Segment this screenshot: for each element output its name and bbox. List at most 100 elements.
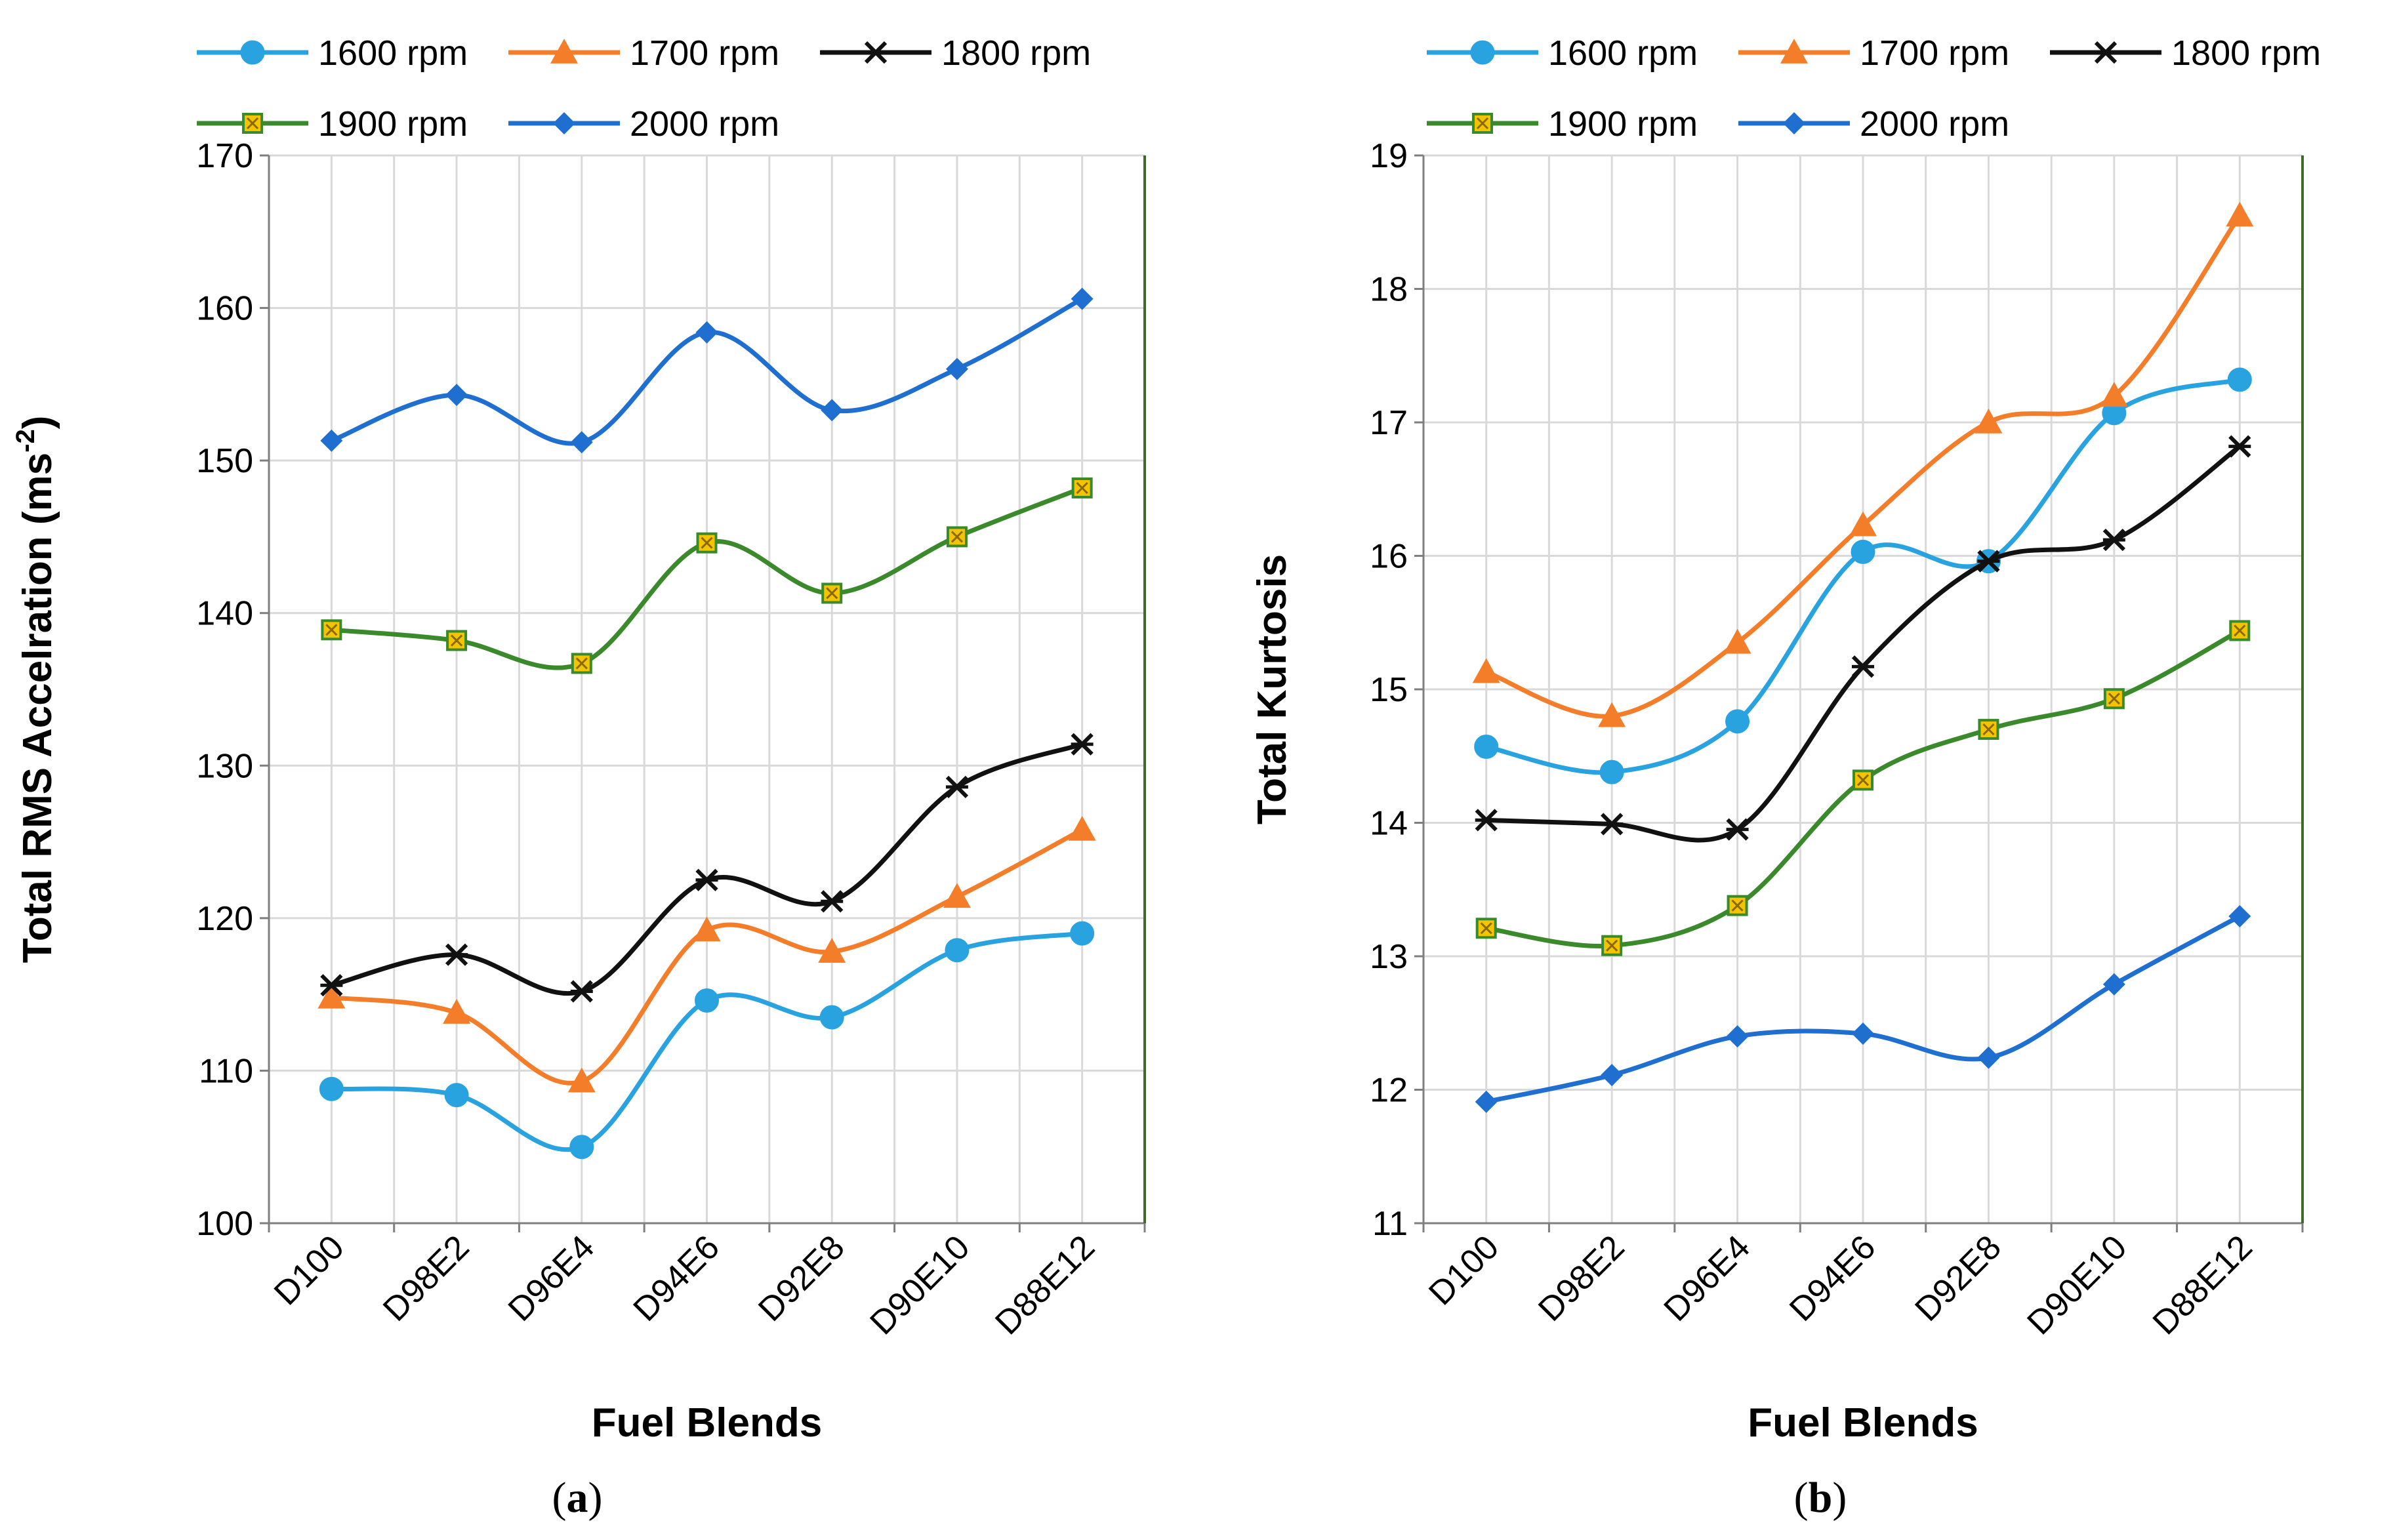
data-point-1600-rpm-d92e8 <box>819 1005 844 1030</box>
legend-marker-1900-rpm <box>242 113 263 134</box>
y-axis-title: Total Kurtosis <box>1250 554 1295 824</box>
x-tick-label-d96e4: D96E4 <box>1657 1228 1757 1328</box>
y-axis-title-main: Total Kurtosis <box>1250 554 1295 824</box>
data-point-1800-rpm-d100 <box>320 974 343 997</box>
y-tick-label: 150 <box>196 442 253 480</box>
data-point-1800-rpm-d92e8 <box>821 890 844 913</box>
data-point-1900-rpm-d90e10 <box>2103 688 2125 710</box>
data-point-1700-rpm-d92e8 <box>818 938 846 963</box>
data-point-1600-rpm-d90e10 <box>945 938 970 963</box>
data-point-2000-rpm-d96e4 <box>570 431 593 454</box>
y-tick-label: 15 <box>1370 671 1408 709</box>
data-point-1800-rpm-d96e4 <box>570 980 593 1003</box>
data-point-1600-rpm-d94e6 <box>695 988 719 1013</box>
legend-item-1900-rpm: 1900 rpm <box>1427 104 1698 144</box>
data-point-1800-rpm-d94e6 <box>1851 655 1875 678</box>
legend-marker-1600-rpm <box>1470 40 1495 65</box>
legend-label: 1800 rpm <box>941 33 1091 73</box>
legend-item-1800-rpm: 1800 rpm <box>820 33 1091 73</box>
data-point-1600-rpm-d88e12 <box>2227 367 2252 392</box>
y-axis-title-superscript: -2 <box>11 429 40 453</box>
data-point-1700-rpm-d90e10 <box>2100 382 2128 407</box>
x-axis-title: Fuel Blends <box>1748 1400 1978 1446</box>
x-axis-title: Fuel Blends <box>592 1400 822 1446</box>
legend: 1600 rpm 1700 rpm 1800 rpm 1900 rpm 2000 rpm <box>1427 33 2321 144</box>
x-tick-label-d94e6: D94E6 <box>1782 1228 1883 1328</box>
data-point-2000-rpm-d92e8 <box>821 399 844 422</box>
y-tick-label: 13 <box>1370 938 1408 976</box>
y-tick-label: 170 <box>196 137 253 175</box>
y-tick-label: 19 <box>1370 137 1408 175</box>
data-point-1900-rpm-d90e10 <box>946 526 968 548</box>
y-tick-label: 18 <box>1370 271 1408 309</box>
y-axis-title-close: ) <box>15 416 60 430</box>
legend-label: 2000 rpm <box>1860 104 2009 144</box>
legend-label: 1800 rpm <box>2171 33 2321 73</box>
legend-item-1900-rpm: 1900 rpm <box>197 104 468 144</box>
data-point-1600-rpm-d100 <box>1474 735 1499 760</box>
legend-label: 1900 rpm <box>1548 104 1698 144</box>
series-1800-rpm <box>320 733 1094 1003</box>
data-point-1800-rpm-d96e4 <box>1726 818 1749 841</box>
legend-label: 1900 rpm <box>318 104 468 144</box>
data-point-2000-rpm-d98e2 <box>445 384 468 407</box>
y-tick-label: 14 <box>1370 805 1408 843</box>
chart-panel-b: 11 12 13 14 15 16 17 18 19 D100 D98E2 D96E4 D94E6 D92… <box>1250 33 2321 1522</box>
x-tick-label-d90e10: D90E10 <box>2020 1228 2134 1342</box>
y-tick-label: 17 <box>1370 404 1408 442</box>
legend-item-2000-rpm: 2000 rpm <box>1738 104 2009 144</box>
y-tick-label: 110 <box>199 1052 253 1090</box>
data-point-1700-rpm-d98e2 <box>1598 702 1626 727</box>
legend-marker-2000-rpm <box>1783 112 1805 134</box>
data-point-1800-rpm-d90e10 <box>2102 528 2125 552</box>
data-point-1800-rpm-d98e2 <box>445 943 468 966</box>
data-point-2000-rpm-d94e6 <box>1852 1023 1874 1045</box>
y-tick-label: 160 <box>196 290 253 328</box>
legend-item-1600-rpm: 1600 rpm <box>1427 33 1698 73</box>
legend-marker-2000-rpm <box>553 112 575 134</box>
data-point-1700-rpm-d100 <box>317 983 346 1009</box>
data-point-1600-rpm-d88e12 <box>1070 921 1095 946</box>
data-point-2000-rpm-d96e4 <box>1726 1025 1749 1048</box>
legend-item-2000-rpm: 2000 rpm <box>508 104 779 144</box>
panel-letter: a <box>567 1474 588 1522</box>
x-tick-label-d92e8: D92E8 <box>1908 1228 2008 1328</box>
x-tick-label-d100: D100 <box>1422 1228 1506 1312</box>
legend-item-1700-rpm: 1700 rpm <box>1738 33 2009 73</box>
x-tick-label-d88e12: D88E12 <box>988 1228 1102 1342</box>
data-point-1700-rpm-d88e12 <box>2226 201 2254 227</box>
panel-label: (b) <box>1794 1474 1847 1522</box>
data-point-2000-rpm-d88e12 <box>1071 287 1094 310</box>
legend: 1600 rpm 1700 rpm 1800 rpm 1900 rpm 2000 rpm <box>197 33 1091 144</box>
data-point-2000-rpm-d98e2 <box>1601 1064 1624 1087</box>
y-tick-label: 120 <box>196 900 253 938</box>
x-tick-label-d98e2: D98E2 <box>1531 1228 1631 1328</box>
data-point-1700-rpm-d98e2 <box>443 999 471 1024</box>
data-point-1700-rpm-d92e8 <box>1975 409 2003 434</box>
data-point-1900-rpm-d88e12 <box>2229 620 2251 641</box>
data-point-1800-rpm-d94e6 <box>695 868 718 891</box>
legend-marker-1600-rpm <box>240 40 265 65</box>
legend-label: 1600 rpm <box>1548 33 1698 73</box>
x-tick-label-d96e4: D96E4 <box>501 1228 602 1328</box>
data-point-2000-rpm-d94e6 <box>695 321 718 344</box>
data-point-2000-rpm-d88e12 <box>2228 904 2251 927</box>
y-tick-label: 130 <box>196 747 253 785</box>
data-point-1600-rpm-d96e4 <box>1725 709 1750 734</box>
x-tick-label-d100: D100 <box>267 1228 352 1312</box>
data-point-1900-rpm-d94e6 <box>1853 769 1873 791</box>
series-1700-rpm <box>317 815 1096 1093</box>
data-point-1600-rpm-d94e6 <box>1851 539 1875 564</box>
y-tick-label: 11 <box>1372 1205 1408 1243</box>
legend-label: 1700 rpm <box>1860 33 2009 73</box>
series-1900-rpm <box>1475 620 2251 956</box>
y-axis-title-main: Total RMS Accelration (ms <box>15 453 60 963</box>
data-point-1700-rpm-d88e12 <box>1068 815 1096 841</box>
legend-item-1800-rpm: 1800 rpm <box>2050 33 2321 73</box>
data-point-2000-rpm-d90e10 <box>2102 973 2125 996</box>
series-2000-rpm <box>320 287 1094 454</box>
x-tick-label-d88e12: D88E12 <box>2146 1228 2260 1342</box>
legend-item-1600-rpm: 1600 rpm <box>197 33 468 73</box>
data-point-1800-rpm-d92e8 <box>1977 550 2000 573</box>
